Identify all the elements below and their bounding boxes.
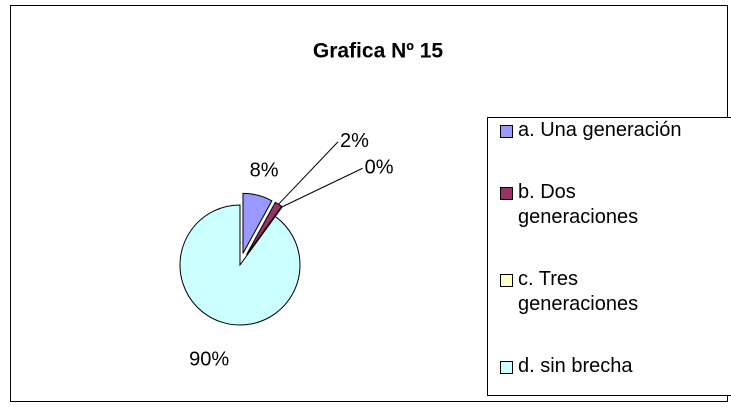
pie-slice bbox=[242, 192, 273, 254]
legend-label: b. Dos generaciones bbox=[518, 181, 639, 228]
legend-item: d. sin brecha bbox=[500, 354, 731, 379]
chart-title: Grafica Nº 15 bbox=[313, 40, 444, 63]
legend-label: a. Una generación bbox=[518, 119, 682, 141]
data-label: 90% bbox=[189, 348, 229, 370]
legend-item: b. Dos generaciones bbox=[500, 180, 731, 230]
legend-swatch bbox=[500, 361, 513, 374]
pie-slice bbox=[245, 201, 283, 256]
leader-line bbox=[282, 167, 363, 208]
data-label: 0% bbox=[365, 157, 394, 179]
legend-item: c. Tres generaciones bbox=[500, 267, 731, 317]
data-label: 8% bbox=[250, 159, 279, 181]
leader-line bbox=[278, 141, 339, 205]
legend-item: a. Una generación bbox=[500, 118, 731, 143]
legend-swatch bbox=[500, 187, 513, 200]
pie-slice bbox=[179, 204, 301, 326]
legend-swatch bbox=[500, 125, 513, 138]
data-label: 2% bbox=[340, 130, 369, 152]
legend: a. Una generación b. Dos generaciones c. T… bbox=[487, 117, 731, 396]
legend-label: d. sin brecha bbox=[518, 355, 633, 377]
legend-swatch bbox=[500, 274, 513, 287]
legend-label: c. Tres generaciones bbox=[518, 268, 639, 315]
